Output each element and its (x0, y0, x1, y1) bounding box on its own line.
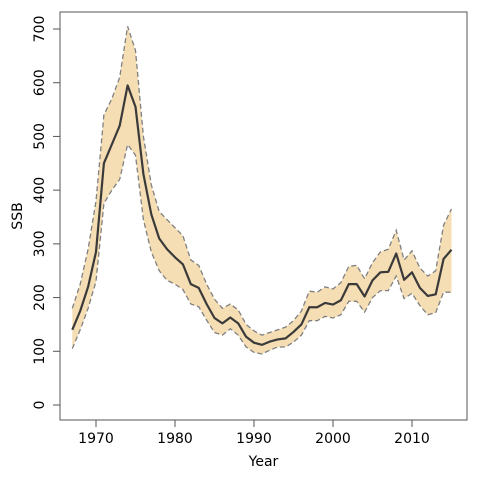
x-tick-label: 2010 (394, 431, 430, 447)
confidence-band (72, 26, 452, 354)
x-tick-label: 1990 (236, 431, 272, 447)
upper-bound-line (71, 26, 453, 336)
y-tick-label: 300 (32, 230, 48, 257)
y-tick-label: 0 (32, 401, 48, 410)
y-tick-label: 400 (32, 177, 48, 204)
x-axis: 1970 1980 1990 2000 2010 (78, 420, 430, 447)
y-tick-label: 600 (32, 69, 48, 96)
x-tick-label: 1970 (78, 431, 114, 447)
y-tick-label: 100 (32, 338, 48, 365)
plot-frame (59, 11, 468, 421)
x-tick-label: 2000 (315, 431, 351, 447)
x-tick-label: 1980 (157, 431, 193, 447)
estimate-line (71, 84, 453, 346)
y-tick-label: 500 (32, 123, 48, 150)
y-axis: 0 100 200 300 400 500 600 700 (32, 16, 60, 410)
y-tick-label: 700 (32, 16, 48, 43)
y-tick-label: 200 (32, 284, 48, 311)
y-axis-label: SSB (10, 202, 26, 229)
x-axis-label: Year (248, 454, 279, 470)
lower-bound-line (71, 142, 452, 355)
